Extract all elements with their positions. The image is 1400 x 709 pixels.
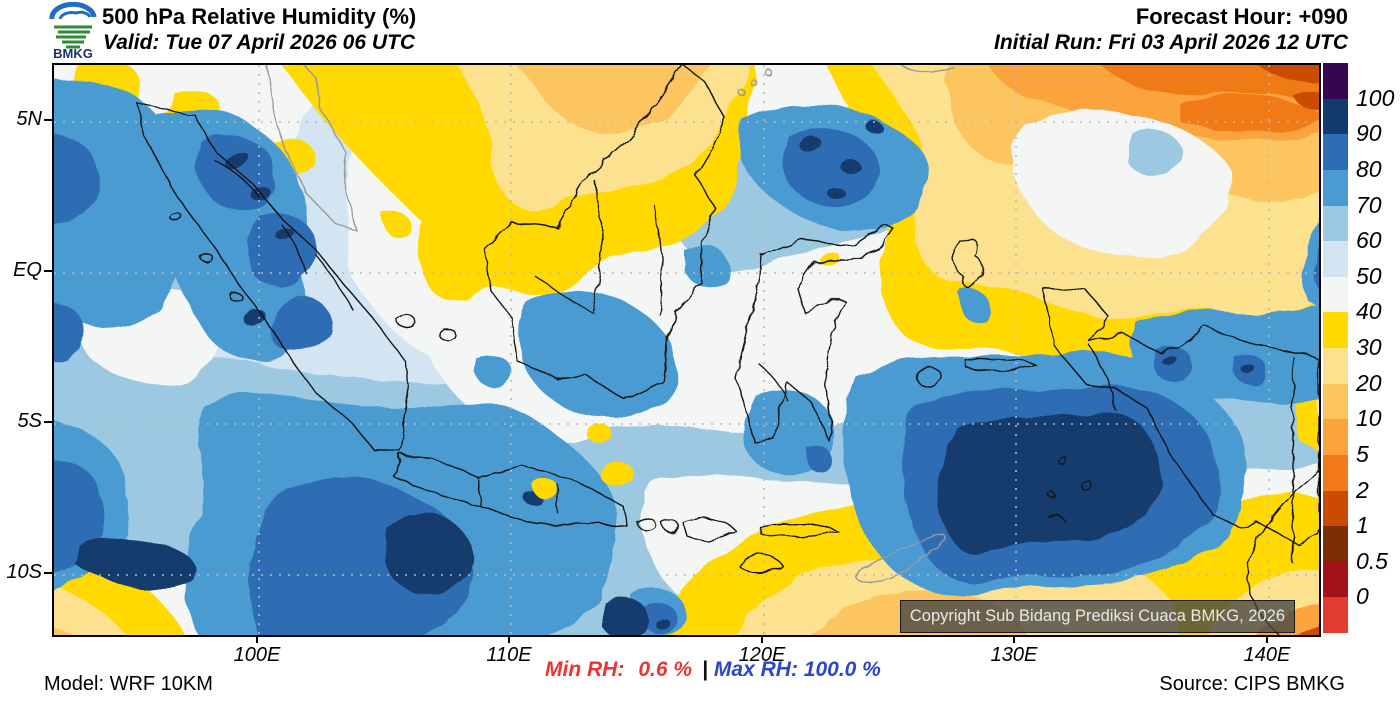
lon-tick (1013, 636, 1015, 643)
colorbar-label-30: 30 (1356, 334, 1382, 360)
lat-tick (44, 119, 52, 121)
colorbar-segment (1323, 561, 1348, 598)
valid-time: Valid: Tue 07 April 2026 06 UTC (103, 31, 416, 54)
forecast-hour: Forecast Hour: +090 (1135, 4, 1348, 29)
colorbar-segment (1323, 597, 1348, 633)
colorbar-label-1: 1 (1356, 512, 1369, 539)
lat-label-10S: 10S (6, 561, 42, 583)
lon-label-140E: 140E (1243, 644, 1291, 666)
max-rh-label: Max RH: 100.0 % (713, 658, 881, 681)
rh-fill-layers (54, 65, 1319, 635)
lon-label-130E: 130E (990, 644, 1038, 666)
humidity-contour-field (54, 65, 1319, 635)
graticule (54, 65, 1319, 635)
bmkg-logo: BMKG (46, 1, 100, 61)
lat-tick (44, 421, 52, 423)
colorbar-segment (1323, 98, 1348, 135)
rh-colorbar (1323, 63, 1348, 633)
colorbar-segment (1323, 526, 1348, 562)
lat-label-5S: 5S (17, 410, 42, 432)
coastlines (137, 65, 1319, 635)
lon-tick (761, 636, 763, 643)
colorbar-segment (1323, 490, 1348, 527)
source-label: Source: CIPS BMKG (1159, 673, 1345, 695)
initial-run: Initial Run: Fri 03 April 2026 12 UTC (994, 31, 1348, 54)
colorbar-label-10: 10 (1356, 405, 1382, 432)
colorbar-label-40: 40 (1356, 298, 1382, 325)
min-max-rh: Min RH: 0.6 % | Max RH: 100.0 % (545, 658, 881, 682)
colorbar-label-80: 80 (1356, 155, 1382, 182)
min-rh-label: Min RH: 0.6 % (545, 658, 693, 681)
lat-label-5N: 5N (16, 108, 42, 130)
colorbar-label-100: 100 (1356, 84, 1395, 111)
colorbar-segment (1323, 348, 1348, 384)
min-max-separator: | (702, 658, 708, 681)
lon-tick (256, 636, 258, 643)
colorbar-label-60: 60 (1356, 227, 1382, 254)
lon-label-100E: 100E (233, 644, 281, 666)
colorbar-segment (1323, 419, 1348, 455)
lat-tick (44, 270, 52, 272)
colorbar-segment (1323, 276, 1348, 313)
colorbar-segment (1323, 241, 1348, 277)
colorbar-label-70: 70 (1356, 191, 1382, 218)
humidity-map: Copyright Sub Bidang Prediksi Cuaca BMKG… (52, 63, 1321, 637)
colorbar-label-0.5: 0.5 (1356, 547, 1388, 574)
logo-text: BMKG (53, 46, 93, 60)
copyright-watermark: Copyright Sub Bidang Prediksi Cuaca BMKG… (899, 600, 1295, 633)
logo-waves (54, 25, 92, 49)
colorbar-segment (1323, 134, 1348, 170)
colorbar-segment (1323, 205, 1348, 242)
colorbar-label-50: 50 (1356, 262, 1382, 289)
colorbar-segment (1323, 383, 1348, 420)
lon-tick (1266, 636, 1268, 643)
lon-tick (508, 636, 510, 643)
lon-label-110E: 110E (486, 644, 532, 666)
page-title: 500 hPa Relative Humidity (%) (102, 4, 417, 29)
lon-label-120E: 120E (738, 644, 786, 666)
colorbar-label-2: 2 (1356, 476, 1369, 503)
colorbar-label-90: 90 (1356, 120, 1382, 147)
colorbar-label-0: 0 (1356, 583, 1369, 610)
model-label: Model: WRF 10KM (44, 673, 213, 695)
colorbar-label-5: 5 (1356, 440, 1369, 467)
logo-cloud-arc (49, 1, 97, 20)
lat-tick (44, 572, 52, 574)
lat-label-EQ: EQ (13, 259, 42, 281)
colorbar-segment (1323, 63, 1348, 99)
colorbar-label-20: 20 (1356, 369, 1382, 396)
colorbar-segment (1323, 454, 1348, 491)
colorbar-segment (1323, 312, 1348, 348)
colorbar-segment (1323, 169, 1348, 206)
foreign-coastlines (266, 65, 955, 583)
